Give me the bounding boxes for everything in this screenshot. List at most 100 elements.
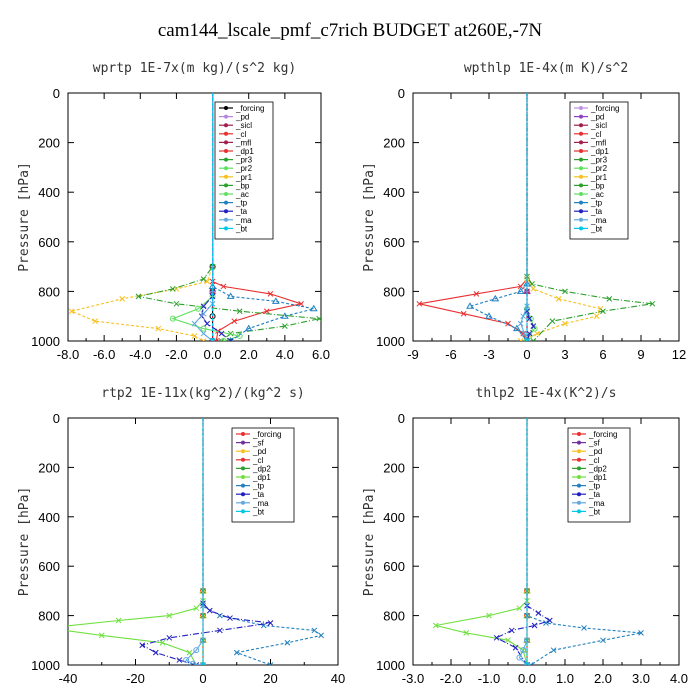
legend-entry: _mfl [590,138,606,147]
legend-entry: _tp [590,199,603,208]
legend-entry: _ma [588,499,605,508]
data-point [517,338,524,341]
legend-entry: _forcing [590,104,619,113]
series-line-ma [518,418,528,665]
data-point [460,310,467,317]
plot-frame [412,92,680,342]
y-tick-label: 400 [383,510,405,525]
y-tick-label: 1000 [376,334,405,349]
x-tick-label: 2.0 [240,347,258,362]
x-tick-label: -6.0 [93,347,115,362]
data-point [516,287,525,294]
data-point [531,622,538,629]
data-point [227,338,234,341]
x-tick-label: -40 [59,671,78,686]
legend-entry: _pd [590,113,604,122]
data-point [191,320,198,327]
data-point [508,627,515,634]
data-point [534,330,540,337]
data-point [638,630,644,636]
legend-marker [577,500,581,505]
data-point [186,649,193,656]
legend-entry: _bt [252,507,265,516]
data-point [193,605,200,612]
data-point [200,637,206,644]
legend-marker [241,440,245,445]
data-point [517,320,524,327]
data-point [526,315,533,322]
legend-marker [241,500,245,505]
data-point [233,649,240,656]
legend-marker [224,114,228,119]
legend-entry: _cl [588,456,599,465]
x-tick-label: 12 [672,347,686,362]
x-tick-label: 0.0 [518,671,536,686]
x-tick-label: 1.0 [556,671,574,686]
data-point [318,632,324,639]
data-point [218,338,225,341]
x-tick-label: -8.0 [57,347,79,362]
x-tick-label: 4.0 [276,347,294,362]
legend-marker [224,131,228,136]
legend-marker [579,106,583,110]
legend-entry: _bt [588,507,601,516]
legend-entry: _ma [590,216,607,225]
series-line-tp [526,418,642,665]
legend-entry: _forcing [588,430,617,439]
data-point [473,291,480,297]
legend-entry: _tp [235,199,248,208]
y-tick-label: 600 [38,559,60,574]
x-tick-label: -6 [445,347,457,362]
data-point [200,325,207,332]
data-point [191,333,198,339]
x-tick-label: 0 [523,347,530,362]
plot-frame [67,92,322,342]
legend-marker [579,200,583,205]
legend-entry: _dp1 [590,147,609,156]
figure-title: cam144_lscale_pmf_c7rich BUDGET at260E,-… [158,20,543,41]
data-point [600,637,606,644]
series-line-ma [520,93,528,341]
y-tick-label: 1000 [31,658,60,673]
legend-entry: _tp [252,482,265,491]
x-tick-label: -2.0 [165,347,187,362]
data-point [193,647,200,654]
series-line-tp [202,418,323,665]
legend-entry: _pr1 [590,173,608,182]
data-point [267,291,274,297]
data-point [524,661,530,665]
data-point [311,627,318,634]
legend: _forcing_sf_pd_cl_dp2_dp1_tp_ta_ma_bt [231,427,295,523]
y-tick-label: 0 [53,411,60,426]
series-line-pr1 [69,93,214,341]
legend-entry: _bp [235,181,250,190]
data-point [227,330,234,337]
legend-marker [577,509,581,514]
legend-marker [241,457,245,462]
x-tick-label: -2.0 [440,671,462,686]
legend-entry: _ma [235,216,252,225]
legend-entry: _forcing [252,430,281,439]
y-axis-label: Pressure [hPa] [362,162,377,272]
legend-marker [579,123,583,128]
x-tick-label: 20 [263,671,277,686]
y-tick-label: 600 [383,559,405,574]
legend-marker [224,183,228,188]
series-line-ta [495,418,552,665]
plot-area [68,418,324,665]
data-point [119,295,126,302]
legend-marker [577,483,581,488]
panel-title: wpthlp 1E-4x(m K)/s^2 [464,61,628,76]
data-point [169,315,176,322]
data-point [486,612,492,619]
data-point [520,313,527,320]
data-point [549,318,556,325]
data-point [521,330,528,337]
legend-marker [224,149,228,153]
data-point [530,338,537,341]
y-tick-label: 400 [38,510,60,525]
data-point [267,620,274,626]
x-tick-label: 2.0 [594,671,612,686]
data-point [524,303,530,310]
legend-marker [224,166,228,171]
